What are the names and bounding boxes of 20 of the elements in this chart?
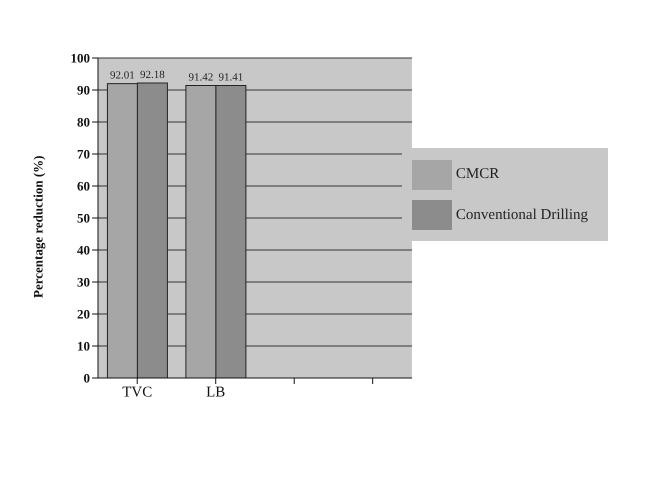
x-tick-label: TVC (122, 384, 152, 401)
y-tick-label: 20 (77, 306, 90, 322)
y-tick-label: 30 (77, 274, 90, 290)
data-label: 91.42 (188, 71, 214, 84)
data-label: 92.18 (140, 69, 166, 82)
y-tick-label: 40 (77, 242, 90, 258)
y-tick-label: 50 (77, 210, 90, 226)
y-tick-label: 100 (70, 50, 90, 66)
data-label: 91.41 (218, 71, 244, 84)
y-tick-label: 0 (84, 370, 90, 386)
x-tick-label: LB (206, 384, 226, 401)
y-tick-label: 60 (77, 178, 90, 194)
y-tick-label: 80 (77, 114, 90, 130)
y-axis-title: Percentage reduction (%) (30, 156, 46, 298)
y-tick-label: 10 (77, 338, 90, 354)
legend-label: Conventional Drilling (456, 206, 588, 223)
y-tick-label: 90 (77, 82, 90, 98)
legend-label: CMCR (456, 166, 500, 182)
data-label: 92.01 (110, 70, 135, 82)
y-tick-label: 70 (77, 146, 90, 162)
